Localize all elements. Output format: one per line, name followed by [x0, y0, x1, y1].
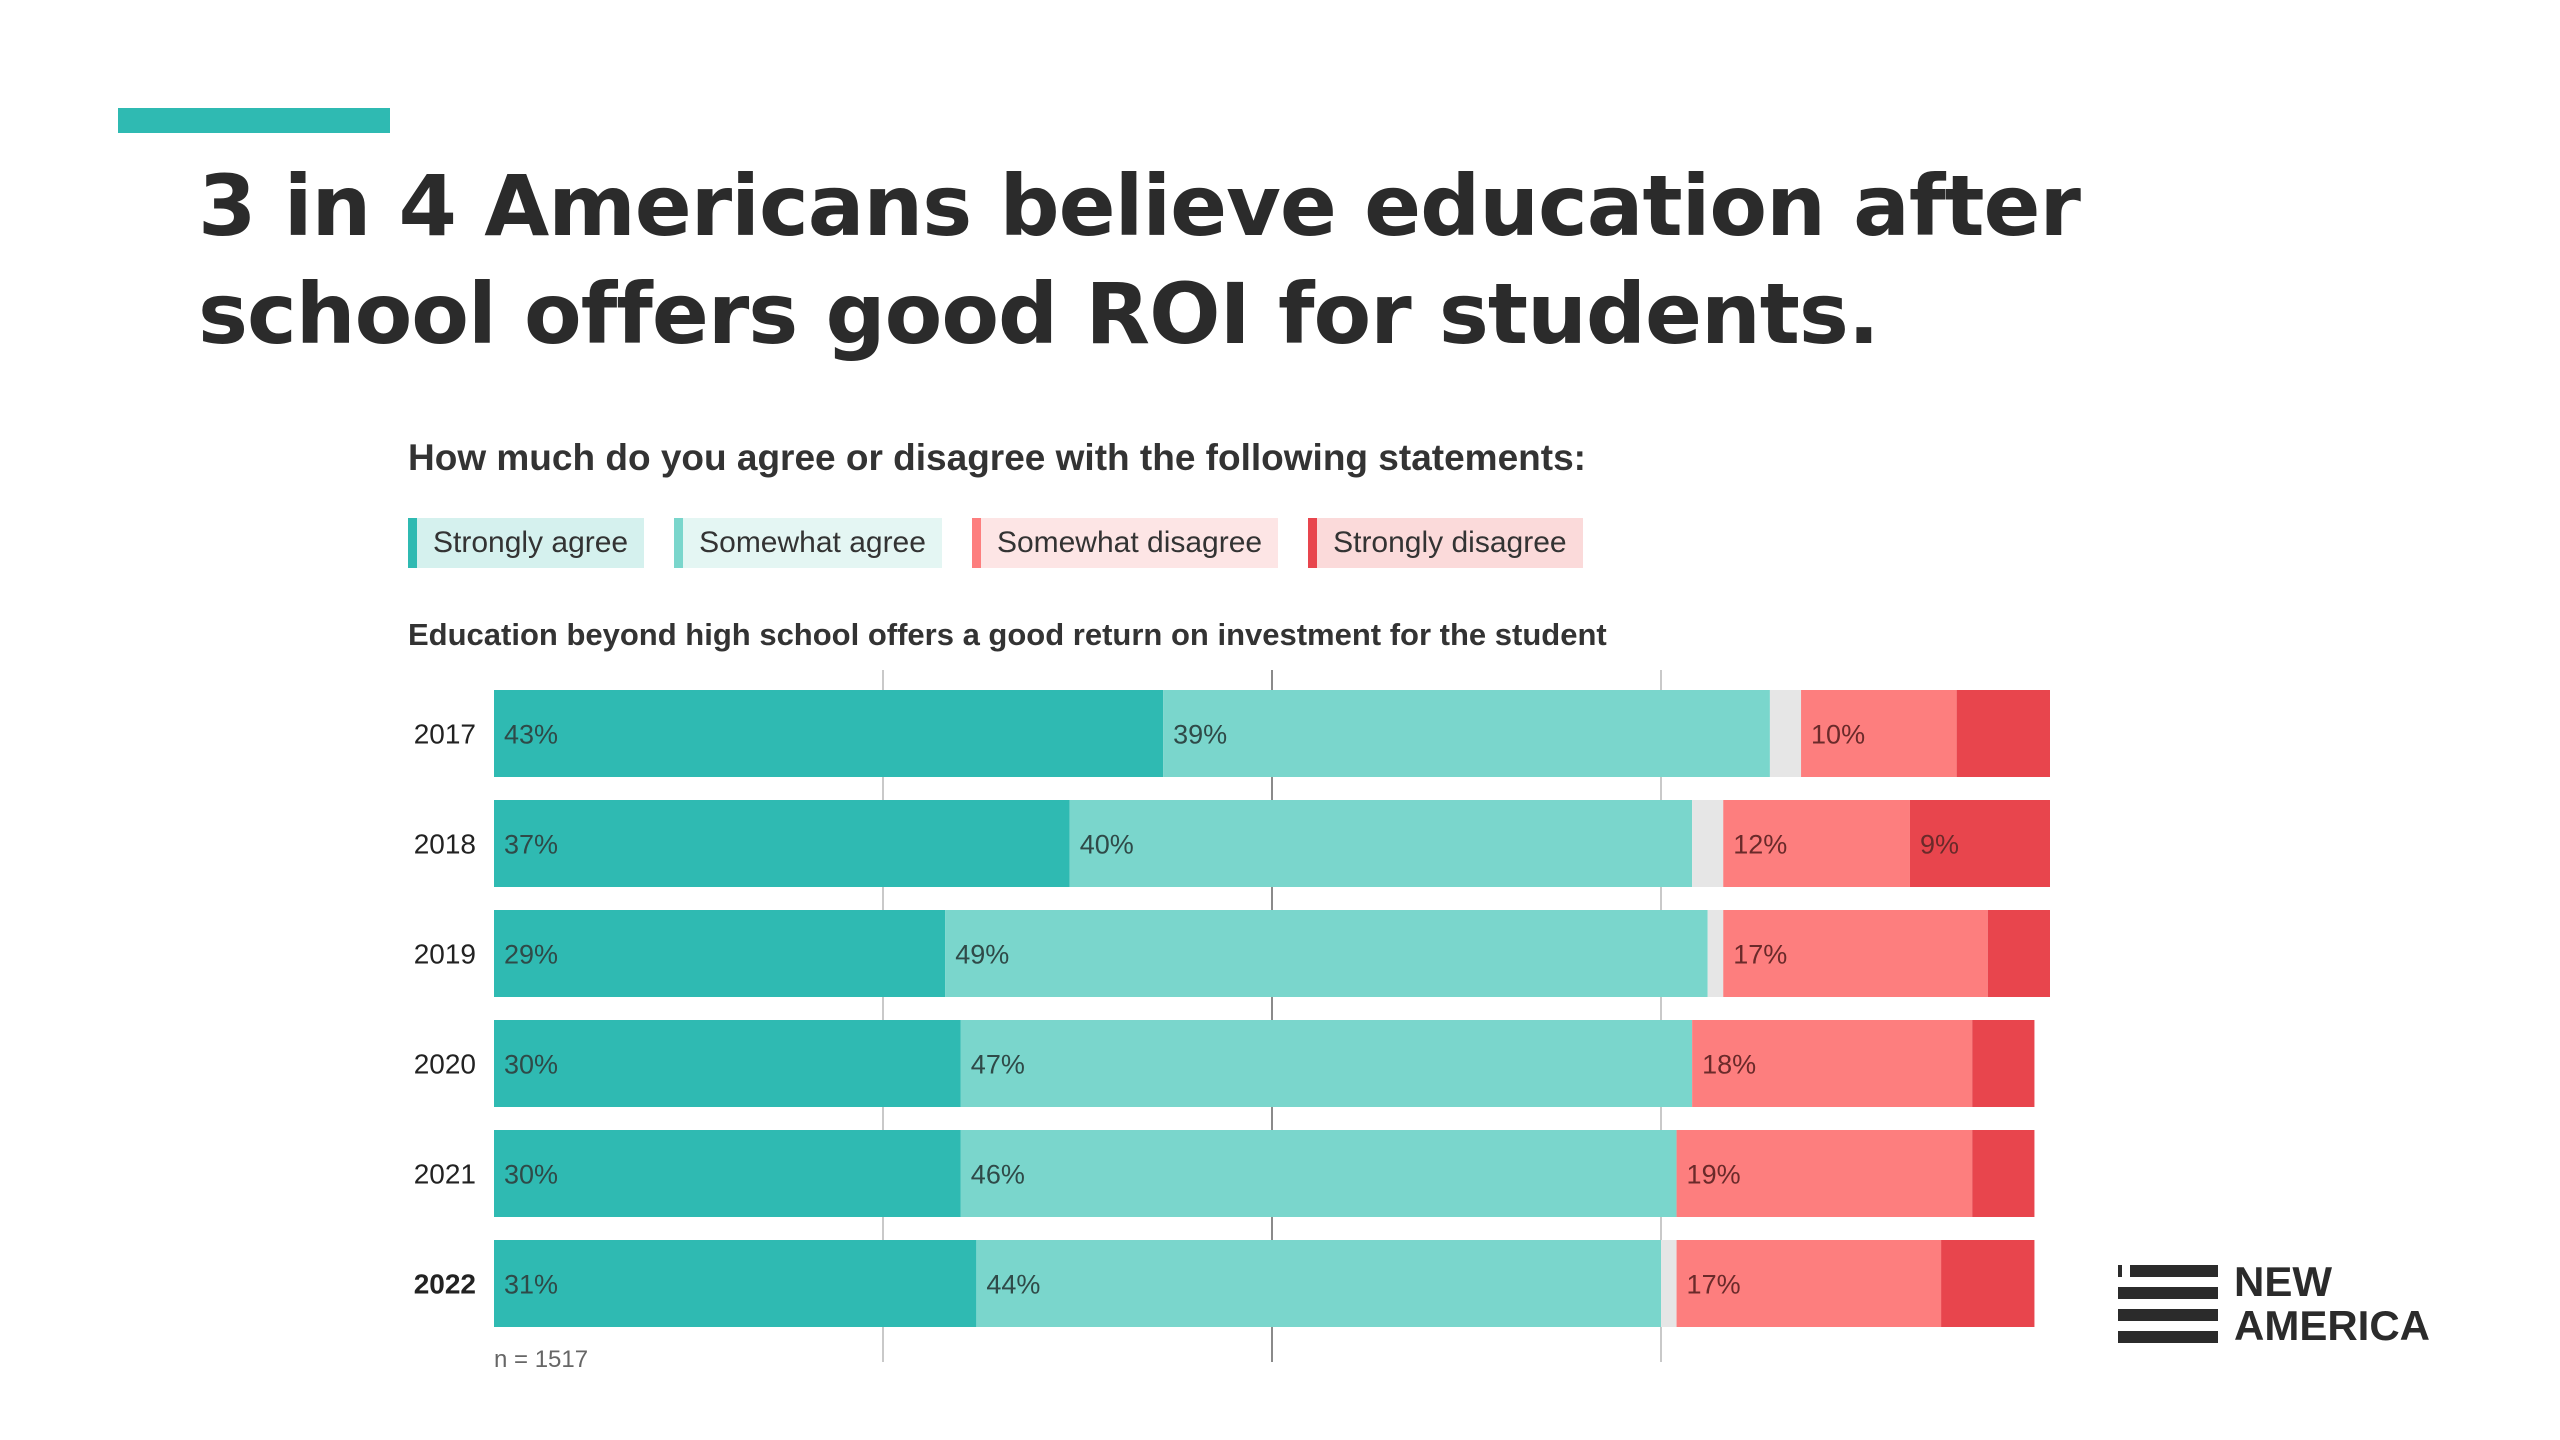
legend-swatch — [408, 518, 417, 568]
legend-swatch — [1308, 518, 1318, 568]
bar-segment-strongly-disagree — [1941, 1240, 2035, 1327]
year-label: 2021 — [414, 1159, 476, 1190]
legend-item-strongly-disagree: Strongly disagree — [1308, 518, 1583, 568]
bar-segment-somewhat-agree — [1163, 690, 1770, 777]
bar-segment-strongly-agree — [494, 910, 946, 997]
data-label: 49% — [955, 940, 1009, 970]
legend-label: Strongly disagree — [1333, 526, 1567, 559]
legend: Strongly agree Somewhat agree Somewhat dis… — [408, 518, 1583, 568]
bar-segment-somewhat-agree — [945, 910, 1708, 997]
data-label: 19% — [1687, 1160, 1741, 1190]
bar-segment-strongly-disagree — [1972, 1020, 2035, 1107]
bar-segment-strongly-disagree — [1972, 1130, 2035, 1217]
data-label: 12% — [1733, 830, 1787, 860]
data-label: 29% — [504, 940, 558, 970]
legend-swatch — [674, 518, 684, 568]
bar-segment-no-answer — [1661, 1240, 1677, 1327]
bar-segment-somewhat-disagree — [1692, 1020, 1973, 1107]
data-label: 39% — [1173, 720, 1227, 750]
page-title: 3 in 4 Americans believe education after… — [198, 157, 2081, 363]
bar-segment-strongly-agree — [494, 800, 1070, 887]
bar-segment-strongly-agree — [494, 1130, 961, 1217]
data-label: 30% — [504, 1160, 558, 1190]
data-label: 47% — [971, 1050, 1025, 1080]
bar-segment-strongly-agree — [494, 1020, 961, 1107]
bar-segment-somewhat-agree — [960, 1130, 1677, 1217]
bar-segment-no-answer — [1769, 690, 1802, 777]
bar-segment-strongly-disagree — [1956, 690, 2050, 777]
chart-question: Education beyond high school offers a go… — [408, 617, 1607, 652]
chart-subtitle: How much do you agree or disagree with t… — [408, 437, 1586, 478]
title-accent-bar — [118, 108, 390, 133]
legend-label: Somewhat disagree — [996, 526, 1263, 559]
legend-item-strongly-agree: Strongly agree — [408, 518, 645, 568]
data-label: 43% — [504, 720, 558, 750]
data-label: 18% — [1702, 1050, 1756, 1080]
new-america-logo: NEW AMERICA — [2118, 1260, 2430, 1348]
legend-label: Somewhat agree — [699, 526, 926, 559]
legend-swatch — [971, 518, 981, 568]
data-label: 37% — [504, 830, 558, 860]
data-label: 40% — [1080, 830, 1134, 860]
year-label: 2020 — [414, 1049, 476, 1080]
year-label: 2019 — [414, 939, 476, 970]
logo-line-1: NEW — [2234, 1258, 2332, 1305]
bar-segment-somewhat-disagree — [1723, 800, 1910, 887]
data-label: 30% — [504, 1050, 558, 1080]
legend-item-somewhat-agree: Somewhat agree — [674, 518, 942, 568]
bar-segment-somewhat-disagree — [1676, 1240, 1942, 1327]
data-label: 44% — [986, 1270, 1040, 1300]
logo-line-2: AMERICA — [2234, 1302, 2430, 1349]
bar-segment-somewhat-disagree — [1676, 1130, 1973, 1217]
bar-segment-strongly-disagree — [1987, 910, 2050, 997]
data-label: 9% — [1920, 830, 1959, 860]
logo-wordmark: NEW AMERICA — [2234, 1260, 2430, 1348]
legend-item-somewhat-disagree: Somewhat disagree — [971, 518, 1279, 568]
bar-segment-somewhat-agree — [960, 1020, 1693, 1107]
data-label: 17% — [1733, 940, 1787, 970]
bar-segment-no-answer — [1692, 800, 1724, 887]
data-label: 17% — [1687, 1270, 1741, 1300]
year-label: 2017 — [414, 719, 476, 750]
data-label: 46% — [971, 1160, 1025, 1190]
sample-size-note: n = 1517 — [494, 1346, 588, 1373]
bar-segment-strongly-agree — [494, 690, 1164, 777]
bar-segment-somewhat-agree — [976, 1240, 1661, 1327]
year-label: 2018 — [414, 829, 476, 860]
bar-segment-no-answer — [1707, 910, 1724, 997]
data-label: 31% — [504, 1270, 558, 1300]
bar-segment-strongly-agree — [494, 1240, 977, 1327]
year-label: 2022 — [414, 1269, 476, 1300]
logo-stripes-icon — [2118, 1263, 2218, 1345]
bar-segment-strongly-disagree — [1909, 800, 2050, 887]
bar-segment-somewhat-disagree — [1723, 910, 1988, 997]
bar-segment-somewhat-disagree — [1801, 690, 1957, 777]
legend-label: Strongly agree — [433, 526, 629, 559]
bar-segment-somewhat-agree — [1069, 800, 1693, 887]
data-label: 10% — [1811, 720, 1865, 750]
